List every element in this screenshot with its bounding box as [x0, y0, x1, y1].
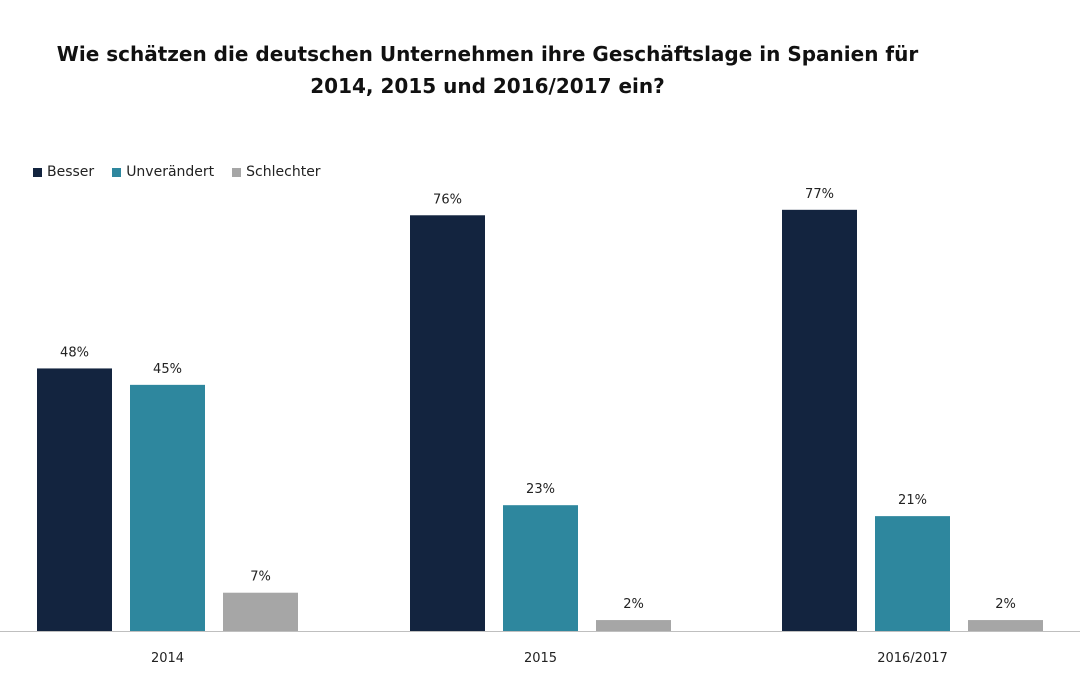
category-label: 2015 — [524, 651, 557, 666]
legend-label-schlechter: Schlechter — [246, 164, 321, 180]
data-label: 48% — [60, 345, 89, 360]
legend-swatch-schlechter — [232, 167, 242, 177]
data-label: 45% — [153, 362, 182, 377]
bar-besser-2016-2017 — [782, 209, 857, 631]
legend-item-schlechter: Schlechter — [232, 164, 321, 180]
data-label: 77% — [805, 187, 834, 202]
legend-swatch-unveraendert — [112, 167, 122, 177]
data-label: 21% — [898, 493, 927, 508]
chart-title-line-1: Wie schätzen die deutschen Unternehmen i… — [56, 42, 919, 66]
bar-besser-2014 — [37, 368, 112, 631]
legend-label-unveraendert: Unverändert — [126, 164, 215, 180]
data-label: 76% — [433, 192, 462, 207]
chart-legend: Besser Unverändert Schlechter — [33, 164, 339, 180]
data-label: 7% — [250, 570, 271, 585]
category-label: 2014 — [151, 651, 184, 666]
data-label: 2% — [623, 597, 644, 612]
bar-schlechter-2015 — [596, 620, 671, 631]
legend-label-besser: Besser — [47, 164, 95, 180]
legend-swatch-besser — [33, 167, 42, 177]
bar-unver-ndert-2016-2017 — [875, 516, 950, 631]
data-label: 23% — [526, 482, 555, 497]
bar-schlechter-2014 — [223, 592, 298, 631]
chart-title-line-2: 2014, 2015 und 2016/2017 ein? — [310, 74, 665, 98]
bar-unver-ndert-2014 — [130, 384, 205, 631]
category-label: 2016/2017 — [877, 651, 948, 666]
chart-title: Wie schätzen die deutschen Unternehmen i… — [0, 38, 975, 102]
legend-item-besser: Besser — [33, 164, 94, 180]
bar-besser-2015 — [410, 215, 485, 631]
bar-unver-ndert-2015 — [503, 505, 578, 631]
bar-schlechter-2016-2017 — [968, 620, 1043, 631]
data-label: 2% — [995, 597, 1016, 612]
legend-item-unveraendert: Unverändert — [112, 164, 214, 180]
